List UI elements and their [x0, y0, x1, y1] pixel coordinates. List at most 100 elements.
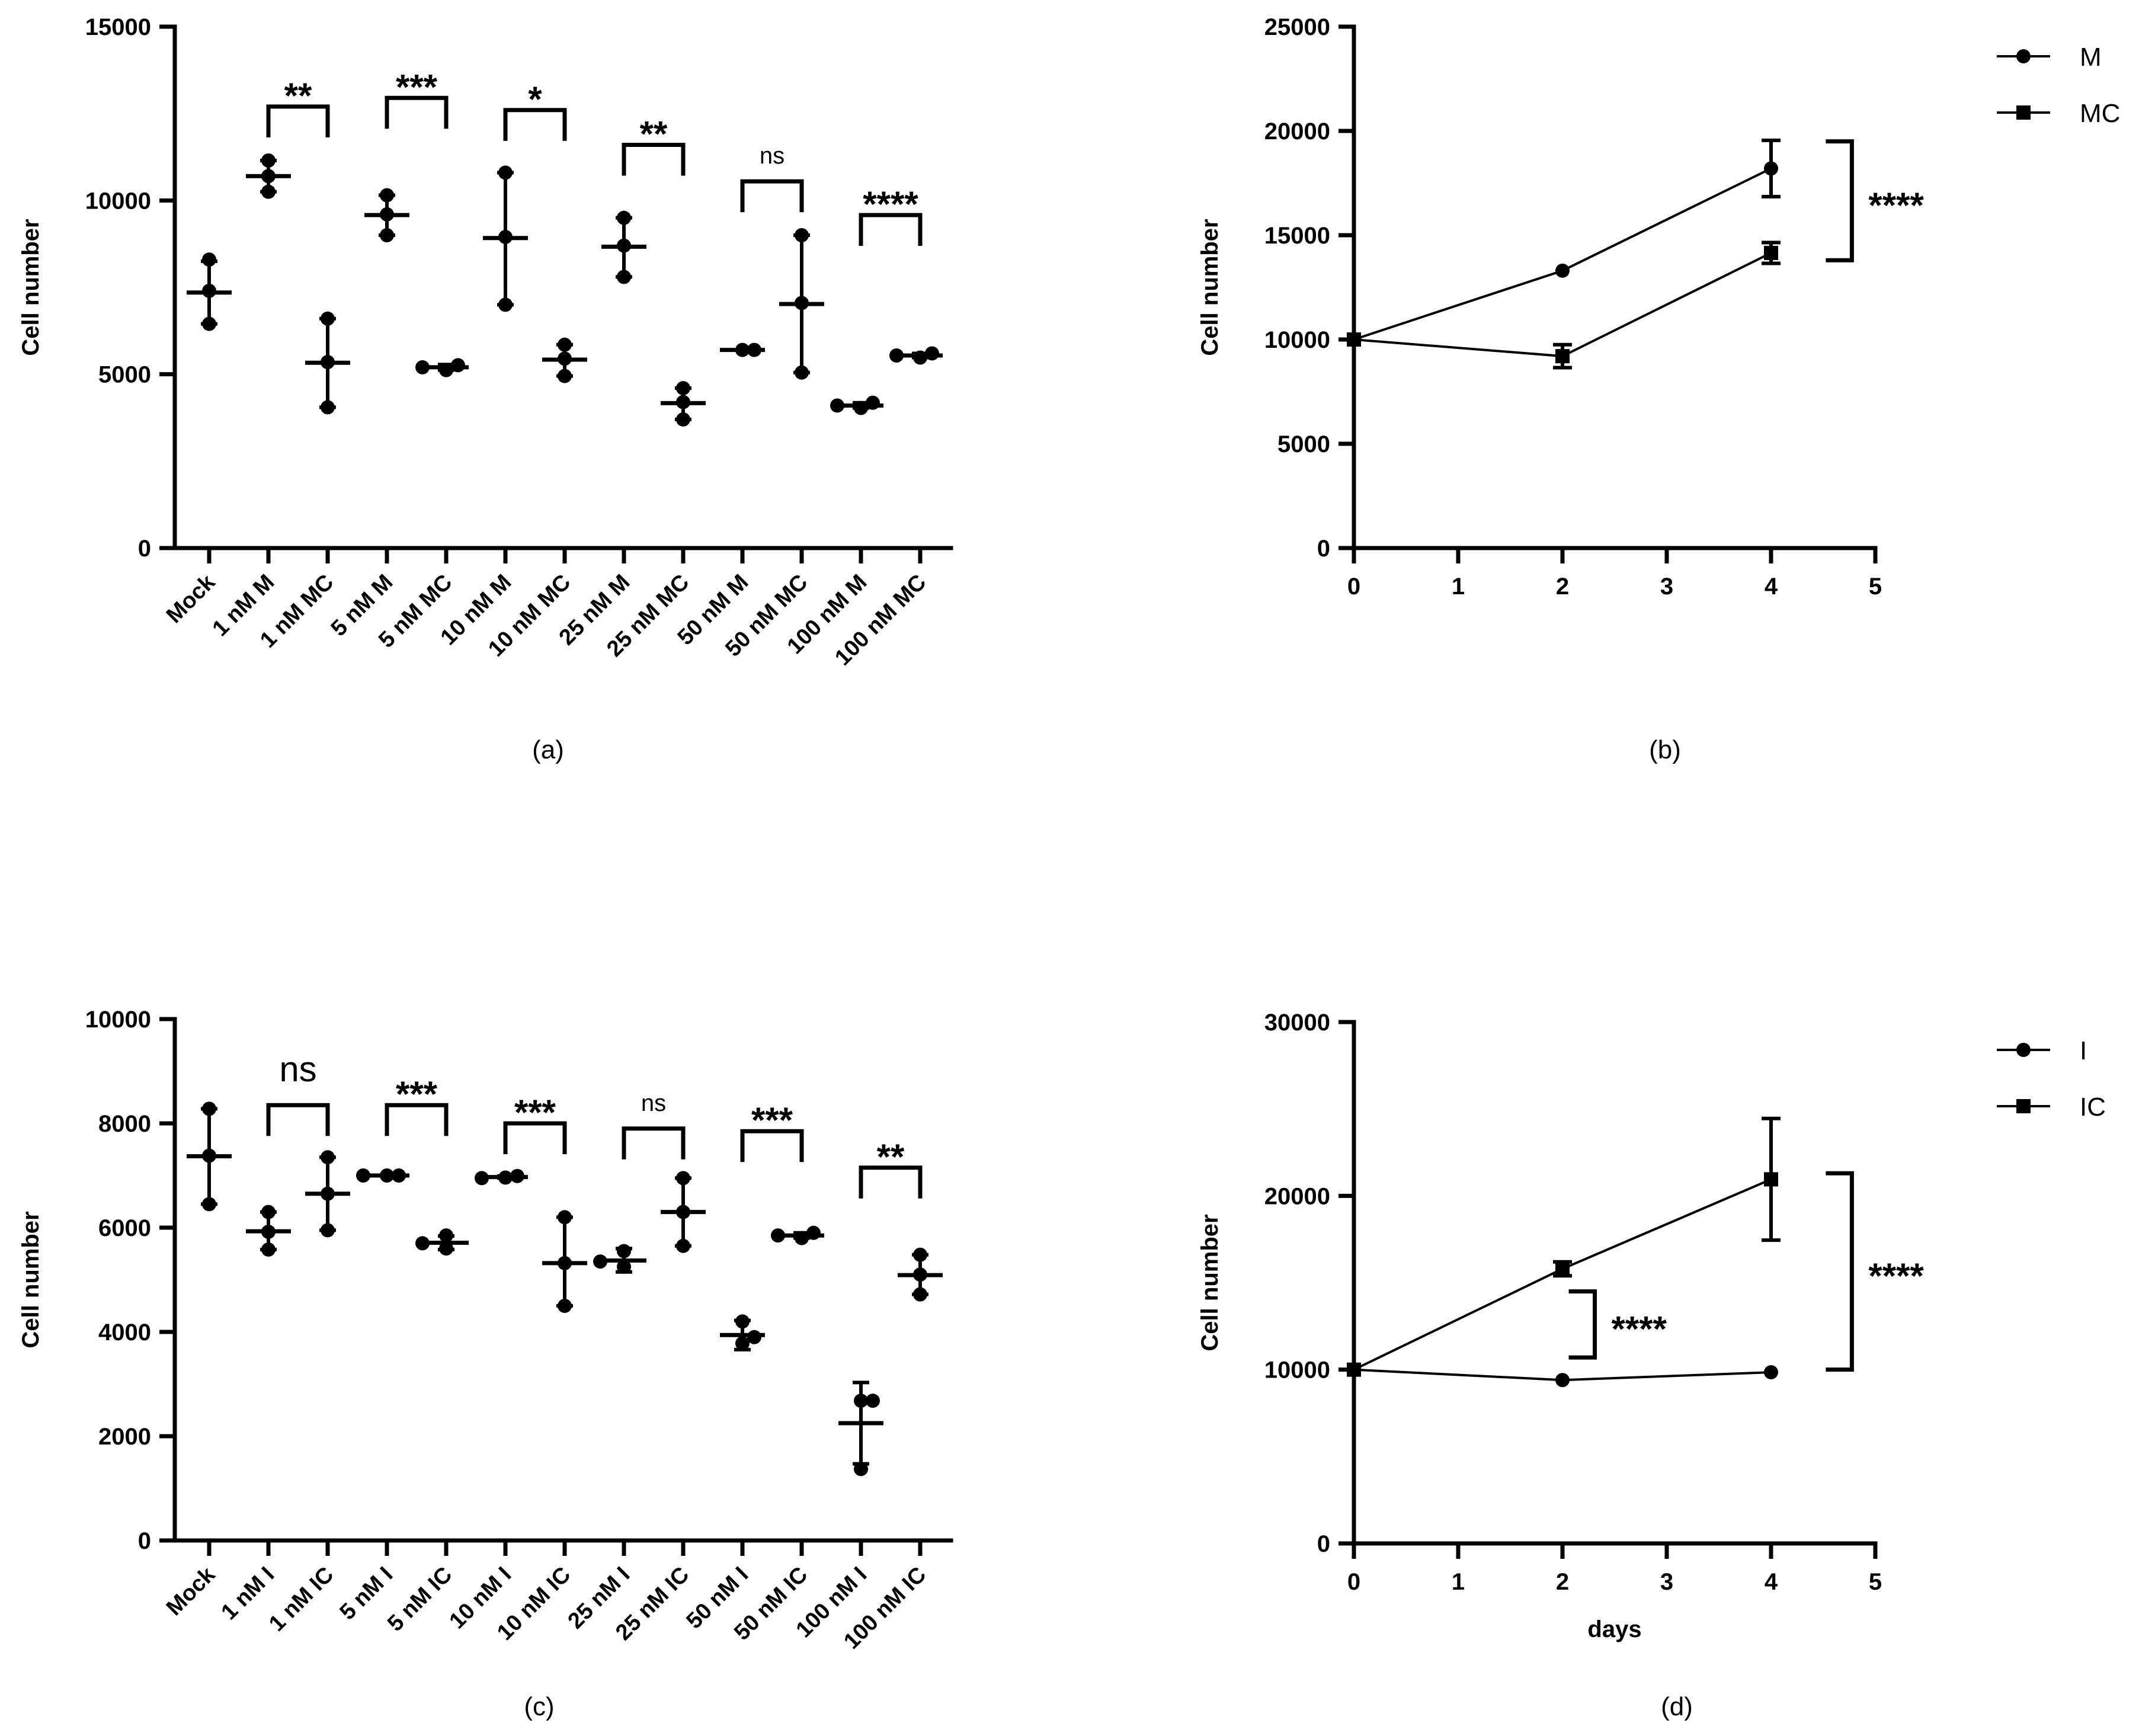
data-point: [202, 1197, 216, 1212]
data-point: [558, 369, 572, 383]
data-point: [510, 1168, 524, 1183]
x-tick-label: 4: [1765, 574, 1778, 600]
significance-label: ***: [396, 1074, 438, 1114]
data-point: [1555, 263, 1570, 278]
data-point: [1347, 1362, 1361, 1377]
series-M: [1347, 138, 1781, 347]
data-point: [558, 1299, 572, 1313]
significance-bracket: [503, 1121, 567, 1154]
data-point: [202, 316, 216, 331]
data-point: [854, 1462, 868, 1476]
y-tick-label: 10000: [1264, 1357, 1330, 1383]
x-tick-label: Mock: [162, 1562, 220, 1620]
data-point: [593, 1254, 607, 1269]
data-point: [321, 1223, 335, 1238]
y-axis-title: Cell number: [18, 1211, 44, 1348]
group-6: [542, 337, 587, 383]
y-tick-label: 8000: [98, 1111, 151, 1137]
data-point: [321, 1150, 335, 1165]
group-7: [601, 210, 646, 284]
group-12: [889, 346, 943, 365]
panel-2: 0 2000 4000 6000 8000 10000 Cell number Mock 1 n…: [18, 1007, 953, 1721]
legend-marker: [2016, 49, 2031, 63]
data-point: [498, 297, 513, 312]
significance-bracket: [385, 95, 449, 129]
legend-label: IC: [2080, 1093, 2106, 1122]
data-point: [795, 296, 809, 310]
y-tick-label: 2000: [98, 1424, 151, 1450]
x-tick-label: 3: [1660, 1569, 1673, 1595]
significance-bracket: [1826, 1171, 1854, 1372]
data-point: [735, 1314, 750, 1329]
data-point: [913, 1287, 927, 1302]
x-tick-label: 0: [1347, 1569, 1360, 1595]
significance-bracket: [266, 104, 330, 137]
significance-bracket: [622, 142, 686, 176]
data-point: [392, 1168, 406, 1183]
data-point: [415, 1236, 430, 1251]
series-I: [1347, 1362, 1778, 1388]
group-5: [475, 1168, 528, 1186]
data-point: [830, 398, 844, 413]
data-point: [747, 342, 761, 357]
significance-bracket: [1826, 139, 1854, 262]
data-point: [676, 1238, 690, 1253]
data-point: [261, 153, 276, 168]
data-point: [889, 348, 904, 363]
data-point: [913, 1247, 927, 1262]
data-point: [913, 1267, 927, 1282]
x-axis-title: days: [1587, 1616, 1641, 1642]
group-3: [356, 1168, 409, 1183]
significance-bracket: [1568, 1289, 1597, 1360]
y-tick-label: 10000: [85, 1007, 151, 1033]
data-point: [321, 355, 335, 370]
group-8: [661, 381, 706, 427]
group-3: [364, 188, 409, 242]
y-tick-label: 0: [138, 1528, 151, 1554]
data-point: [475, 1171, 489, 1186]
series-line: [1353, 167, 1772, 341]
data-point: [866, 1394, 880, 1408]
data-point: [676, 412, 690, 427]
y-tick-label: 10000: [1264, 327, 1330, 353]
data-point: [806, 1225, 821, 1240]
data-point: [451, 358, 465, 373]
x-tick-label: 1 nM IC: [264, 1562, 338, 1636]
y-tick-label: 10000: [85, 188, 151, 214]
legend-marker: [2016, 1043, 2031, 1057]
significance-label: ns: [760, 143, 784, 169]
legend-label: I: [2080, 1036, 2087, 1065]
significance-label: ns: [279, 1049, 316, 1089]
data-point: [380, 207, 394, 222]
data-point: [676, 1171, 690, 1186]
y-tick-label: 4000: [98, 1319, 151, 1346]
significance-label: ***: [514, 1093, 556, 1132]
data-point: [747, 1330, 761, 1344]
significance-label: ***: [396, 67, 438, 107]
data-point: [617, 238, 631, 253]
data-point: [617, 1260, 631, 1274]
significance-label: ****: [1868, 1256, 1924, 1296]
data-point: [1764, 161, 1778, 176]
data-point: [1555, 1261, 1570, 1276]
y-tick-label: 0: [1317, 1531, 1330, 1557]
data-point: [261, 1242, 276, 1257]
data-point: [676, 395, 690, 409]
group-1: [246, 1205, 291, 1257]
data-point: [261, 1205, 276, 1219]
data-point: [380, 228, 394, 242]
significance-bracket: [859, 1165, 923, 1199]
x-tick-label: 5: [1869, 1569, 1882, 1595]
data-point: [617, 1244, 631, 1258]
data-point: [321, 400, 335, 415]
x-tick-label: 1: [1452, 574, 1465, 600]
panel-label: (c): [524, 1692, 554, 1721]
data-point: [439, 1228, 453, 1243]
x-tick-label: 2: [1556, 574, 1569, 600]
data-point: [498, 1170, 513, 1185]
significance-bracket: [622, 1126, 686, 1160]
group-4: [415, 358, 469, 377]
data-point: [380, 188, 394, 203]
data-point: [1764, 245, 1778, 260]
